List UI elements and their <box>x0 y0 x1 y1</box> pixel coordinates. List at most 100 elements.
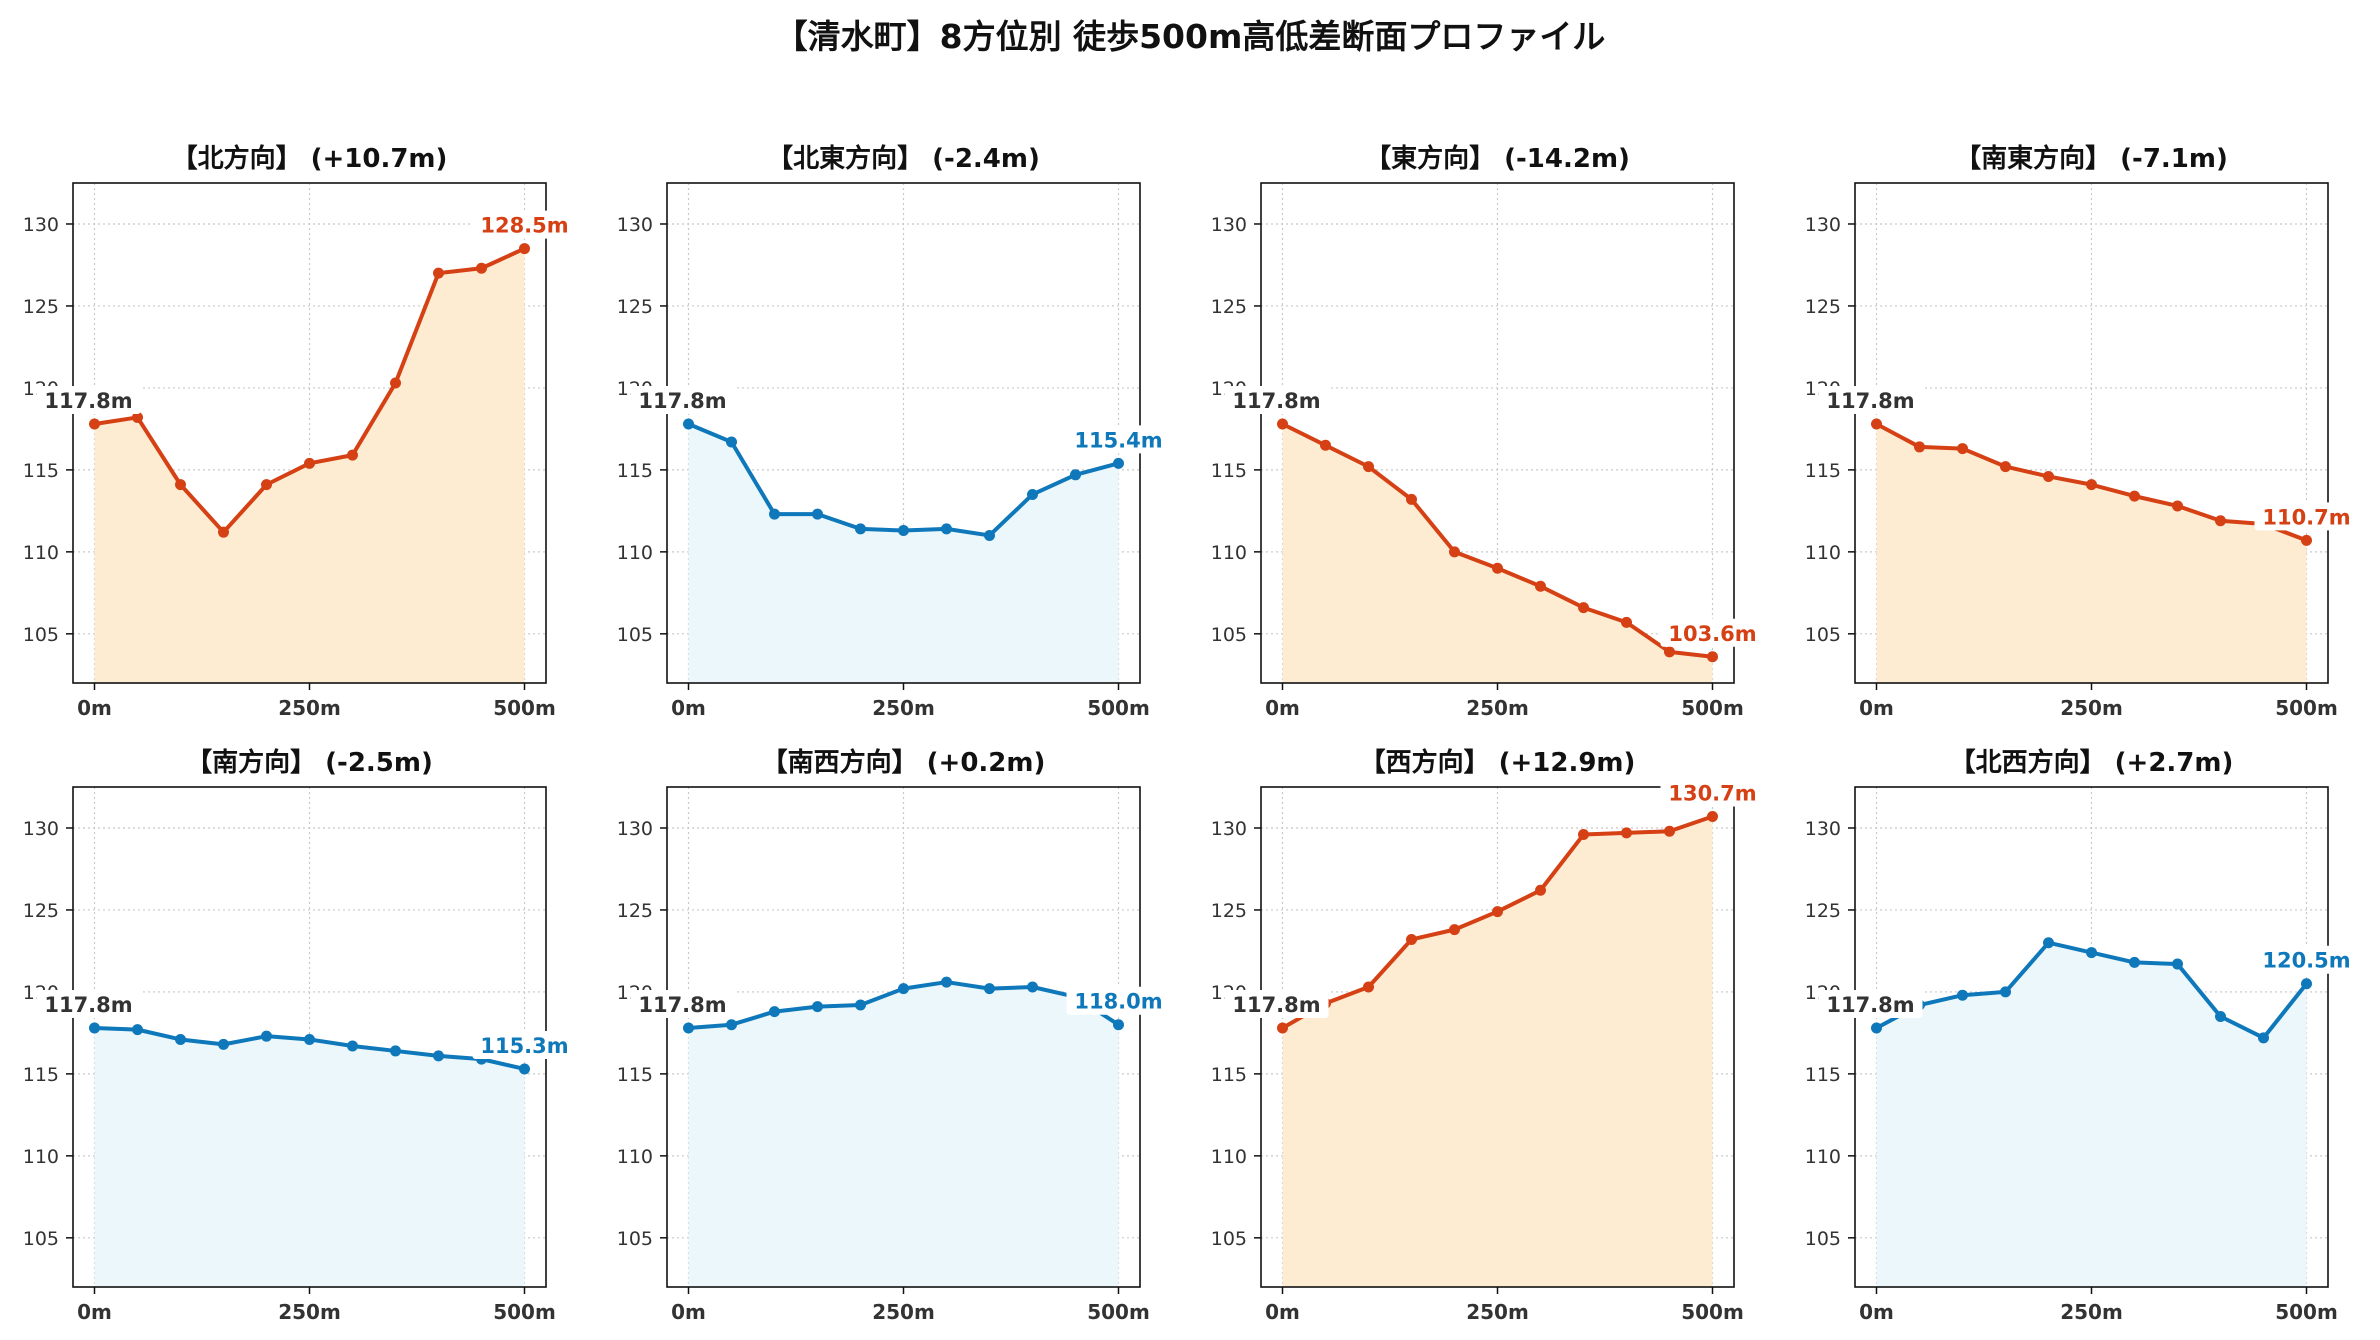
x-tick-label: 0m <box>1265 696 1300 720</box>
y-tick-label: 130 <box>1805 818 1841 840</box>
data-point <box>175 1033 186 1045</box>
y-tick-label: 110 <box>617 1146 653 1168</box>
data-point <box>726 1019 737 1031</box>
y-tick-label: 130 <box>1211 214 1247 236</box>
data-point <box>1664 646 1675 658</box>
y-tick-label: 115 <box>1805 460 1841 482</box>
area-fill <box>688 982 1119 1287</box>
x-tick-label: 250m <box>2060 696 2123 720</box>
y-tick-label: 115 <box>23 460 59 482</box>
data-point <box>175 479 186 491</box>
panel-title: 【南西方向】 (+0.2m) <box>762 747 1046 778</box>
data-point <box>390 1045 401 1057</box>
data-point <box>2301 978 2312 990</box>
data-point <box>726 436 737 448</box>
data-point <box>941 523 952 535</box>
panel-title: 【南方向】 (-2.5m) <box>186 747 433 778</box>
y-tick-label: 125 <box>1805 900 1841 922</box>
x-tick-label: 0m <box>1859 1300 1894 1324</box>
start-label: 117.8m <box>638 389 726 413</box>
data-point <box>261 1030 272 1042</box>
start-label: 117.8m <box>1826 993 1914 1017</box>
y-tick-label: 115 <box>1211 460 1247 482</box>
x-tick-label: 500m <box>2275 1300 2338 1324</box>
data-point <box>1449 924 1460 936</box>
y-tick-label: 125 <box>23 296 59 318</box>
data-point <box>769 508 780 520</box>
y-tick-label: 115 <box>617 460 653 482</box>
end-label-bg <box>1066 425 1171 454</box>
y-tick-label: 125 <box>1211 296 1247 318</box>
y-tick-label: 115 <box>617 1064 653 1086</box>
data-point <box>683 418 694 430</box>
data-point <box>1277 1022 1288 1034</box>
data-point <box>2215 1011 2226 1023</box>
data-point <box>218 1038 229 1050</box>
x-tick-label: 0m <box>671 696 706 720</box>
data-point <box>855 523 866 535</box>
data-point <box>941 976 952 988</box>
data-point <box>855 999 866 1011</box>
data-point <box>347 449 358 461</box>
end-label-bg <box>2254 945 2359 974</box>
x-tick-label: 250m <box>872 1300 935 1324</box>
panel-0: 【北方向】 (+10.7m)1051101151201251300m250m50… <box>23 143 577 720</box>
x-tick-label: 500m <box>493 696 556 720</box>
start-label: 117.8m <box>1232 389 1320 413</box>
panel-title: 【東方向】 (-14.2m) <box>1365 143 1630 174</box>
start-label-bg <box>630 989 735 1018</box>
area-fill <box>94 1027 525 1287</box>
end-label-bg <box>472 210 577 239</box>
data-point <box>347 1040 358 1052</box>
panel-title: 【北東方向】 (-2.4m) <box>767 143 1040 174</box>
data-point <box>1707 811 1718 823</box>
end-label: 103.6m <box>1668 622 1756 646</box>
end-label: 128.5m <box>480 214 568 238</box>
panel-7: 【北西方向】 (+2.7m)1051101151201251300m250m50… <box>1805 747 2359 1324</box>
data-point <box>2000 986 2011 998</box>
y-tick-label: 130 <box>23 214 59 236</box>
end-label: 120.5m <box>2262 949 2350 973</box>
data-point <box>2258 1032 2269 1044</box>
x-tick-label: 0m <box>671 1300 706 1324</box>
data-point <box>132 1024 143 1036</box>
data-point <box>1320 439 1331 451</box>
x-tick-label: 0m <box>1265 1300 1300 1324</box>
data-point <box>984 529 995 541</box>
data-point <box>1449 546 1460 558</box>
start-label-bg <box>630 385 735 414</box>
y-tick-label: 105 <box>617 624 653 646</box>
x-tick-label: 500m <box>1087 696 1150 720</box>
data-point <box>89 418 100 430</box>
x-tick-label: 250m <box>278 696 341 720</box>
data-point <box>1914 441 1925 453</box>
data-point <box>769 1006 780 1018</box>
x-tick-label: 500m <box>2275 696 2338 720</box>
y-tick-label: 130 <box>1805 214 1841 236</box>
data-point <box>2301 534 2312 546</box>
data-point <box>1578 829 1589 841</box>
x-tick-label: 250m <box>1466 1300 1529 1324</box>
panel-6: 【西方向】 (+12.9m)1051101151201251300m250m50… <box>1211 747 1765 1324</box>
data-point <box>683 1022 694 1034</box>
start-label: 117.8m <box>1826 389 1914 413</box>
panel-title: 【南東方向】 (-7.1m) <box>1955 143 2228 174</box>
end-label: 115.4m <box>1074 428 1162 452</box>
x-tick-label: 0m <box>77 1300 112 1324</box>
data-point <box>1277 418 1288 430</box>
data-point <box>1113 1019 1124 1031</box>
x-tick-label: 250m <box>278 1300 341 1324</box>
x-tick-label: 500m <box>1681 1300 1744 1324</box>
data-point <box>1492 906 1503 918</box>
x-tick-label: 250m <box>872 696 935 720</box>
start-label-bg <box>1818 385 1923 414</box>
y-tick-label: 130 <box>617 214 653 236</box>
data-point <box>2215 515 2226 527</box>
data-point <box>89 1022 100 1034</box>
data-point <box>1492 562 1503 574</box>
start-label: 117.8m <box>638 993 726 1017</box>
data-point <box>2043 937 2054 949</box>
data-point <box>433 1050 444 1062</box>
panel-3: 【南東方向】 (-7.1m)1051101151201251300m250m50… <box>1805 143 2359 720</box>
y-tick-label: 125 <box>23 900 59 922</box>
